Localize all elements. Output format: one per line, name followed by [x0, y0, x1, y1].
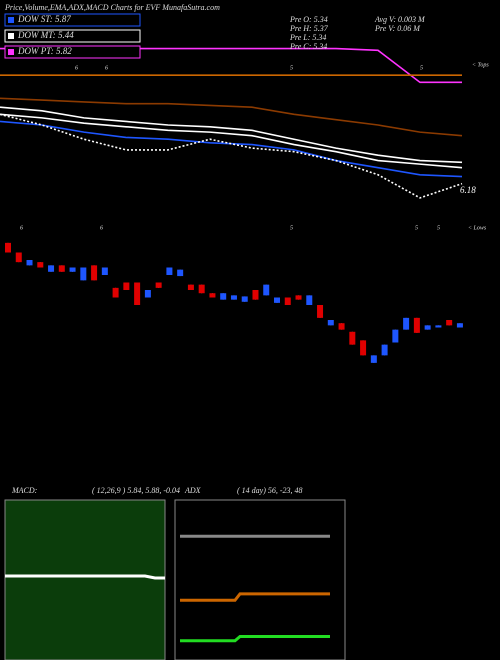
panel [4, 499, 166, 660]
side-label: < Lows [468, 225, 487, 231]
candle-body [91, 265, 98, 281]
marker-label: 6 [100, 225, 103, 231]
candle-body [435, 325, 442, 328]
legend-swatch [8, 17, 14, 23]
marker-label: 5 [290, 65, 293, 71]
candle-body [112, 287, 119, 298]
candle-body [338, 323, 345, 330]
candle-body [274, 297, 280, 303]
info-text: Avg V: 0.003 M [374, 15, 426, 24]
candle-body [155, 282, 162, 288]
candle-body [370, 355, 377, 363]
candle-body [456, 323, 463, 328]
marker-label: 5 [290, 225, 293, 231]
candle-body [413, 317, 420, 333]
candle-body [392, 329, 399, 343]
info-text: Pre L: 5.34 [289, 33, 326, 42]
candle-body [230, 295, 237, 300]
candle-body [284, 297, 291, 305]
candle-body [26, 260, 33, 266]
candle-body [123, 282, 130, 290]
info-text: Pre C: 5.34 [289, 42, 327, 51]
info-text: Pre O: 5.34 [289, 15, 328, 24]
series-line [0, 113, 463, 199]
candle-body [134, 282, 141, 305]
marker-label: 5 [415, 225, 418, 231]
candle-body [209, 293, 216, 298]
candle-body [37, 262, 44, 268]
info-text: Pre H: 5.37 [289, 24, 329, 33]
series-line [5, 574, 165, 580]
legend-swatch [8, 49, 14, 55]
candle-body [241, 296, 248, 302]
candle-body [101, 267, 108, 275]
candle-body [5, 242, 11, 253]
candle-body [80, 267, 87, 281]
panel-title: MACD: [11, 486, 38, 495]
candle-body [48, 265, 55, 272]
marker-label: 6 [105, 65, 108, 71]
candle-body [69, 267, 76, 272]
candle-body [166, 267, 173, 275]
candle-body [317, 305, 324, 318]
legend-text: DOW PT: 5.82 [17, 46, 72, 56]
marker-label: 6 [75, 65, 78, 71]
legend-text: DOW ST: 5.87 [17, 14, 71, 24]
panel [174, 499, 346, 660]
marker-label: 5 [420, 65, 423, 71]
candle-body [446, 320, 453, 326]
candle-body [58, 265, 65, 272]
legend-swatch [8, 33, 14, 39]
series-line [180, 635, 330, 643]
info-text: Pre V: 0.06 M [374, 24, 421, 33]
panel-title: ADX [184, 486, 202, 495]
candle-body [144, 290, 151, 298]
series-line [0, 106, 463, 164]
panel-subtitle: ( 14 day) 56, -23, 48 [237, 486, 303, 495]
candle-body [263, 284, 270, 296]
series-line [0, 113, 463, 169]
series-line [0, 97, 463, 137]
marker-label: 5 [437, 225, 440, 231]
candle-body [198, 284, 205, 294]
candle-body [177, 269, 184, 277]
marker-label: 6 [20, 225, 23, 231]
side-label: < Tops [472, 62, 489, 68]
legend-box [4, 13, 141, 27]
series-line [0, 120, 463, 178]
candle-body [349, 331, 356, 345]
candle-body [424, 325, 431, 330]
series-line [180, 592, 330, 602]
candle-body [403, 317, 410, 330]
candle-body [252, 290, 259, 300]
candle-body [381, 344, 388, 356]
end-label: 6.18 [460, 185, 476, 195]
legend-box [4, 29, 141, 43]
candle-body [360, 340, 367, 356]
legend-box [4, 45, 141, 59]
candle-body [295, 295, 302, 300]
candle-body [15, 252, 22, 263]
legend-text: DOW MT: 5.44 [17, 30, 74, 40]
candle-body [220, 293, 227, 300]
candle-body [187, 284, 194, 290]
chart-title: Price,Volume,EMA,ADX,MACD Charts for EVF… [4, 3, 220, 12]
panel-subtitle: ( 12,26,9 ) 5.84, 5.88, -0.04 [92, 486, 180, 495]
candle-body [306, 295, 313, 305]
candle-body [327, 320, 334, 326]
